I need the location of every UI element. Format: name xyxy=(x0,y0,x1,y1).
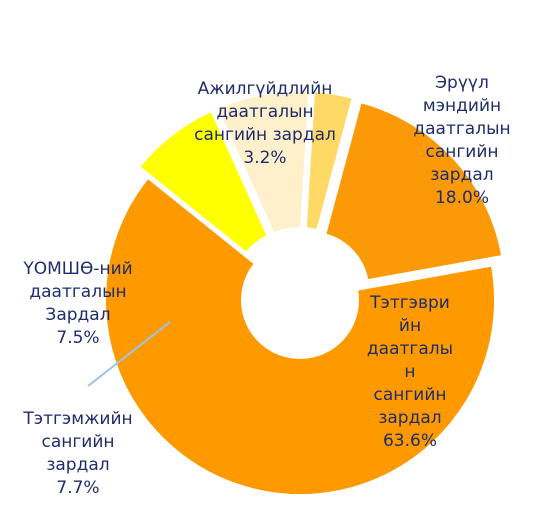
leader-line xyxy=(87,321,171,387)
value-label: 7.7% xyxy=(56,478,100,498)
slice xyxy=(304,90,354,232)
value-label: 63.6% xyxy=(382,431,438,451)
slice-label: Тэтгэври йн даатгалы н сангийн зардал 63.… xyxy=(367,292,453,453)
value-label: 3.2% xyxy=(243,148,287,168)
slice-label: Эрүүл мэндийн даатгалын сангийн зардал 18… xyxy=(413,72,510,210)
slice xyxy=(137,109,269,255)
category-label: Тэтгэври йн даатгалы н сангийн зардал xyxy=(366,293,454,428)
slice-label: Тэтгэмжийн сангийн зардал 7.7% xyxy=(23,408,132,500)
slice-label: ҮОМШӨ-ний даатгалын Зардал 7.5% xyxy=(23,258,132,350)
category-label: Ажилгүйдлийн даатгалын сангийн зардал xyxy=(194,79,336,145)
category-label: Тэтгэмжийн сангийн зардал xyxy=(23,409,133,475)
category-label: ҮОМШӨ-ний даатгалын Зардал xyxy=(23,259,133,325)
slice xyxy=(104,176,496,496)
category-label: Эрүүл мэндийн даатгалын сангийн зардал xyxy=(413,73,511,185)
slice-label: Ажилгүйдлийн даатгалын сангийн зардал 3.2… xyxy=(194,78,336,170)
slice xyxy=(324,100,504,282)
slice xyxy=(216,90,311,235)
value-label: 7.5% xyxy=(56,328,100,348)
value-label: 18.0% xyxy=(434,188,489,208)
